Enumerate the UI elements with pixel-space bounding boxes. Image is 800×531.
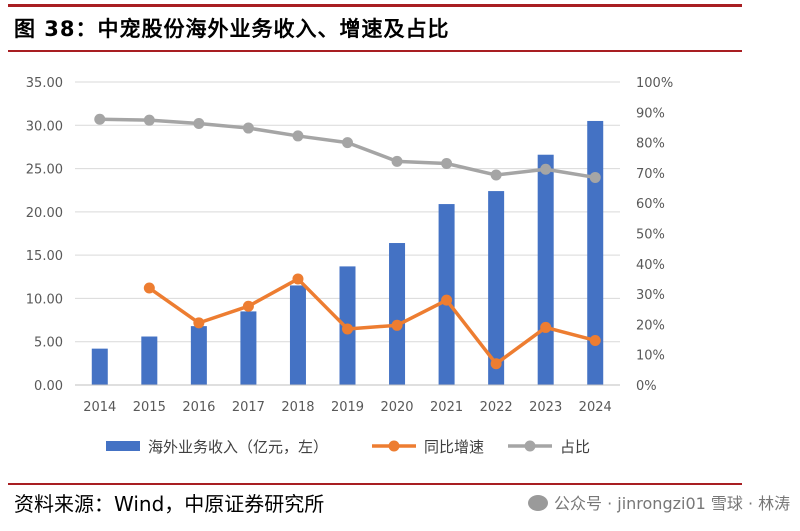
y-left-tick-label: 5.00 xyxy=(34,336,63,351)
top-rule xyxy=(8,4,742,7)
y-right-tick-label: 20% xyxy=(636,318,665,333)
growth-point xyxy=(193,317,205,329)
y-right-tick-label: 40% xyxy=(636,258,665,273)
footer-rule xyxy=(8,483,742,485)
x-tick-label: 2018 xyxy=(281,400,314,415)
y-left-tick-label: 35.00 xyxy=(26,76,63,91)
share-point xyxy=(94,113,106,125)
x-tick-label: 2014 xyxy=(83,400,116,415)
growth-point xyxy=(441,294,453,306)
y-left-tick-label: 30.00 xyxy=(26,119,63,134)
y-right-tick-label: 30% xyxy=(636,288,665,303)
chart: 0.00 5.00 10.00 15.00 20.00 25.00 30.00 35.00 0%… xyxy=(26,76,673,456)
y-right-tick-label: 70% xyxy=(636,167,665,182)
revenue-bar xyxy=(389,243,406,385)
revenue-bar xyxy=(289,285,306,385)
growth-point xyxy=(292,273,304,285)
y-left-tick-label: 10.00 xyxy=(26,292,63,307)
y-right-tick-label: 100% xyxy=(636,76,673,91)
revenue-bar xyxy=(438,204,455,385)
y-right-tick-label: 0% xyxy=(636,379,657,394)
legend-label-growth: 同比增速 xyxy=(424,438,484,456)
source-note: 资料来源：Wind，中原证券研究所 xyxy=(14,492,325,516)
revenue-bar xyxy=(91,348,108,385)
legend-marker-growth xyxy=(388,440,400,452)
x-tick-label: 2020 xyxy=(380,400,413,415)
x-tick-label: 2022 xyxy=(480,400,513,415)
share-point xyxy=(589,171,601,183)
legend-label-share: 占比 xyxy=(560,438,590,456)
x-tick-label: 2015 xyxy=(133,400,166,415)
share-point xyxy=(490,169,502,181)
revenue-bar xyxy=(488,191,505,385)
y-left-tick-label: 0.00 xyxy=(34,379,63,394)
revenue-bar xyxy=(587,120,604,385)
line-series xyxy=(94,113,601,370)
x-tick-label: 2016 xyxy=(182,400,215,415)
share-point xyxy=(242,122,254,134)
legend-swatch-revenue xyxy=(106,441,140,451)
revenue-bar xyxy=(190,326,207,385)
growth-point xyxy=(540,321,552,333)
y-right-tick-label: 50% xyxy=(636,228,665,243)
growth-point xyxy=(589,334,601,346)
figure-title: 图 38：中宠股份海外业务收入、增速及占比 xyxy=(14,17,450,41)
x-tick-label: 2017 xyxy=(232,400,265,415)
share-point xyxy=(143,114,155,126)
y-right-tick-label: 80% xyxy=(636,137,665,152)
title-rule xyxy=(8,50,742,52)
revenue-bars xyxy=(91,120,604,385)
share-point xyxy=(193,118,205,130)
growth-point xyxy=(391,319,403,331)
legend-label-revenue: 海外业务收入（亿元，左） xyxy=(148,438,328,456)
x-tick-label: 2021 xyxy=(430,400,463,415)
y-right-tick-label: 90% xyxy=(636,106,665,121)
y-left-tick-label: 15.00 xyxy=(26,249,63,264)
y-left-tick-label: 20.00 xyxy=(26,206,63,221)
share-point xyxy=(391,155,403,167)
growth-line xyxy=(148,277,596,366)
share-point xyxy=(540,163,552,175)
x-tick-label: 2023 xyxy=(529,400,562,415)
y-left-tick-label: 25.00 xyxy=(26,163,63,178)
y-right-tick-label: 10% xyxy=(636,349,665,364)
axes: 0.00 5.00 10.00 15.00 20.00 25.00 30.00 35.00 0%… xyxy=(26,76,673,415)
x-tick-label: 2019 xyxy=(331,400,364,415)
revenue-bar xyxy=(240,311,257,385)
growth-point xyxy=(490,358,502,370)
revenue-bar xyxy=(537,154,554,385)
share-point xyxy=(292,130,304,142)
share-point xyxy=(441,158,453,170)
watermark-text: 公众号 · jinrongzi01 雪球 · 林涛 xyxy=(554,494,791,513)
growth-point xyxy=(143,282,155,294)
legend: 海外业务收入（亿元，左） 同比增速 占比 xyxy=(106,438,590,456)
y-right-tick-label: 60% xyxy=(636,197,665,212)
growth-point xyxy=(342,323,353,335)
revenue-bar xyxy=(141,336,158,385)
legend-marker-share xyxy=(524,440,536,452)
wechat-icon xyxy=(528,495,548,511)
x-tick-label: 2024 xyxy=(579,400,612,415)
growth-point xyxy=(242,300,254,312)
watermark: 公众号 · jinrongzi01 雪球 · 林涛 xyxy=(528,490,790,514)
share-point xyxy=(342,137,353,149)
